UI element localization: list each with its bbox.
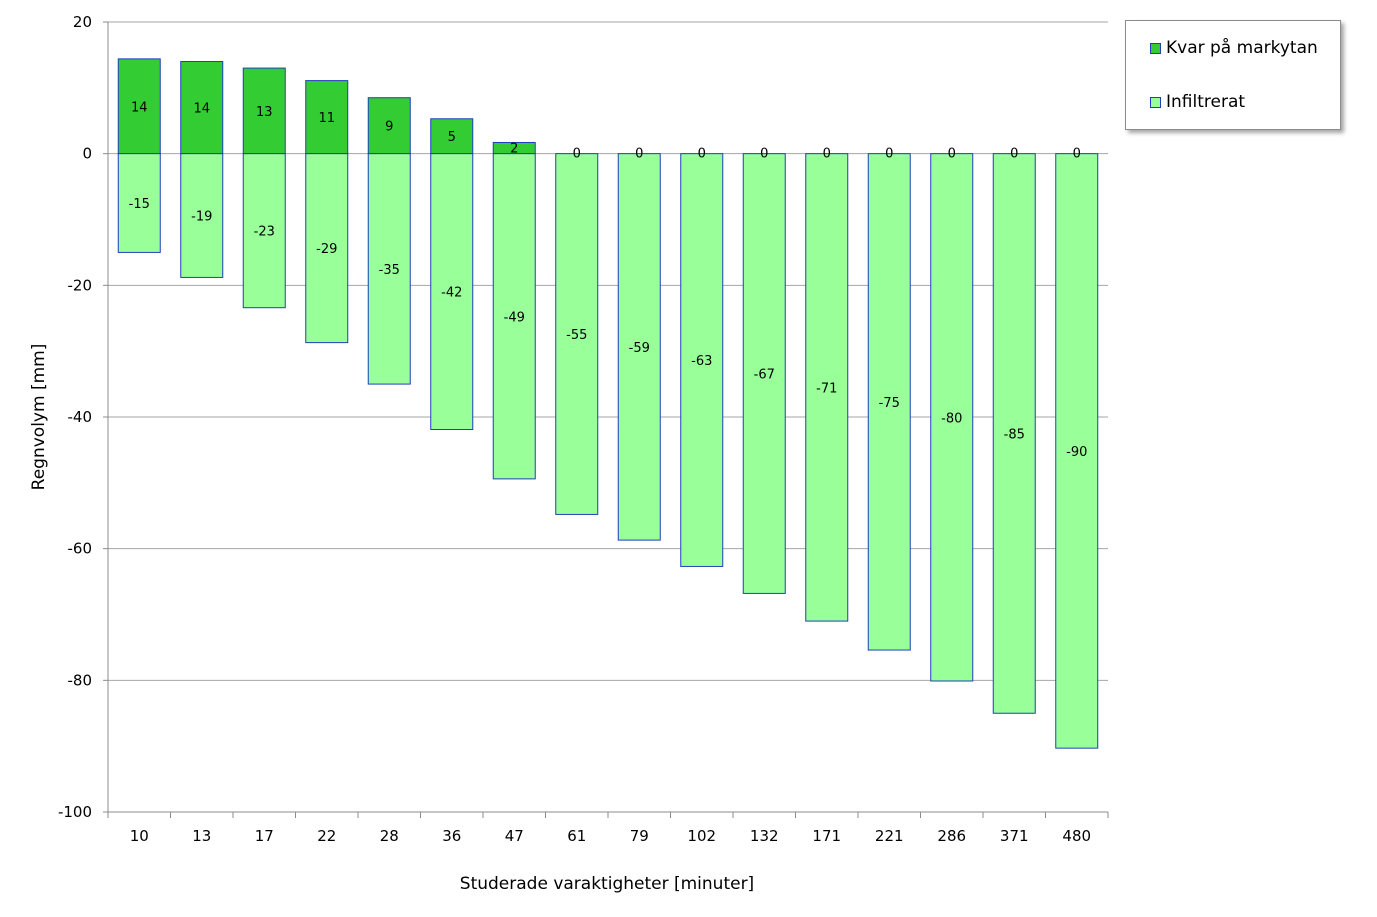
data-label-kvar: 2	[510, 142, 518, 157]
data-label-kvar: 5	[448, 130, 456, 145]
legend: Kvar på markytan Infiltrerat	[1125, 20, 1341, 130]
x-tick-label: 132	[750, 827, 779, 845]
x-tick-label: 221	[875, 827, 904, 845]
legend-item-infiltrerat: Infiltrerat	[1150, 92, 1245, 112]
x-tick-label: 13	[192, 827, 211, 845]
data-label-infiltrerat: -35	[379, 263, 400, 278]
bar-infiltrerat	[555, 153, 599, 515]
x-tick-label: 10	[130, 827, 149, 845]
y-tick-label: -40	[68, 408, 93, 426]
bar-infiltrerat	[305, 153, 349, 344]
data-label-infiltrerat: -15	[129, 197, 150, 212]
data-label-kvar: 0	[948, 147, 956, 162]
data-label-kvar: 0	[885, 147, 893, 162]
bar-kvar	[430, 118, 474, 155]
bar-kvar	[242, 67, 286, 155]
bars	[117, 58, 1099, 749]
data-label-kvar: 0	[573, 147, 581, 162]
x-tick-label: 47	[505, 827, 524, 845]
y-tick-label: -80	[68, 671, 93, 689]
data-label-infiltrerat: -19	[191, 210, 212, 225]
bar-infiltrerat	[805, 153, 849, 622]
data-label-kvar: 11	[318, 111, 335, 126]
bar-infiltrerat	[867, 153, 911, 651]
x-tick-label: 79	[630, 827, 649, 845]
bar-infiltrerat	[617, 153, 661, 541]
data-label-infiltrerat: -85	[1004, 427, 1025, 442]
data-label-infiltrerat: -71	[816, 381, 837, 396]
data-label-infiltrerat: -23	[254, 225, 275, 240]
data-label-kvar: 0	[635, 147, 643, 162]
y-tick-label: 20	[73, 13, 92, 31]
x-tick-label: 22	[317, 827, 336, 845]
data-label-infiltrerat: -55	[566, 328, 587, 343]
bar-infiltrerat	[680, 153, 724, 567]
legend-label-kvar: Kvar på markytan	[1166, 38, 1318, 58]
data-label-kvar: 0	[1010, 147, 1018, 162]
data-label-infiltrerat: -42	[441, 286, 462, 301]
data-label-kvar: 0	[760, 147, 768, 162]
x-tick-label: 36	[442, 827, 461, 845]
bar-infiltrerat	[492, 153, 536, 480]
y-tick-label: -100	[58, 803, 92, 821]
bar-kvar	[305, 80, 349, 155]
bar-infiltrerat	[242, 153, 286, 309]
x-tick-label: 102	[687, 827, 716, 845]
x-tick-label: 61	[567, 827, 586, 845]
x-tick-label: 171	[812, 827, 841, 845]
legend-swatch-kvar	[1150, 42, 1161, 54]
data-label-kvar: 0	[1073, 147, 1081, 162]
x-tick-label: 480	[1062, 827, 1091, 845]
legend-item-kvar: Kvar på markytan	[1150, 38, 1318, 58]
bar-infiltrerat	[117, 153, 161, 253]
x-tick-label: 28	[380, 827, 399, 845]
data-label-kvar: 0	[698, 147, 706, 162]
data-label-infiltrerat: -59	[629, 341, 650, 356]
bar-infiltrerat	[930, 153, 974, 682]
data-label-infiltrerat: -90	[1066, 445, 1087, 460]
y-tick-label: -60	[68, 540, 93, 558]
data-label-infiltrerat: -49	[504, 310, 525, 325]
bar-infiltrerat	[180, 153, 224, 278]
bar-kvar	[180, 61, 224, 155]
bar-infiltrerat	[1055, 153, 1099, 749]
y-tick-label: 0	[82, 145, 92, 163]
data-label-infiltrerat: -75	[879, 396, 900, 411]
x-tick-label: 286	[937, 827, 966, 845]
x-tick-label: 371	[1000, 827, 1029, 845]
x-tick-label: 17	[255, 827, 274, 845]
data-label-kvar: 0	[823, 147, 831, 162]
data-label-kvar: 14	[131, 100, 148, 115]
y-tick-label: -20	[68, 276, 93, 294]
data-label-kvar: 14	[193, 102, 210, 117]
data-label-infiltrerat: -80	[941, 411, 962, 426]
data-label-kvar: 13	[256, 105, 273, 120]
bar-infiltrerat	[992, 153, 1036, 714]
data-label-infiltrerat: -63	[691, 354, 712, 369]
data-label-kvar: 9	[385, 120, 393, 135]
bar-infiltrerat	[430, 153, 474, 431]
data-labels: 14 14 13 11 9 5 2 0 0 0 0 0 0 0 0 0 -15 -19 -23 -29 -35 -42 -4…	[129, 100, 1088, 460]
bar-kvar	[367, 97, 411, 155]
legend-label-infiltrerat: Infiltrerat	[1166, 92, 1246, 112]
y-axis-title: Regnvolym [mm]	[29, 344, 49, 491]
data-label-infiltrerat: -67	[754, 368, 775, 383]
x-axis-title: Studerade varaktigheter [minuter]	[460, 874, 754, 894]
data-label-infiltrerat: -29	[316, 242, 337, 257]
legend-swatch-infiltrerat	[1150, 96, 1161, 108]
bar-infiltrerat	[367, 153, 411, 385]
bar-infiltrerat	[742, 153, 786, 594]
